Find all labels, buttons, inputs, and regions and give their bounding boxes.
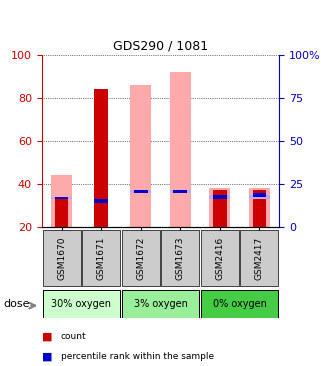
FancyBboxPatch shape <box>122 290 199 318</box>
Bar <box>210 188 230 227</box>
Bar <box>134 190 148 193</box>
FancyBboxPatch shape <box>42 230 81 286</box>
FancyBboxPatch shape <box>201 230 239 286</box>
Text: 3% oxygen: 3% oxygen <box>134 299 187 309</box>
Text: GSM2417: GSM2417 <box>255 236 264 280</box>
Bar <box>249 188 270 227</box>
Bar <box>55 197 68 199</box>
Text: percentile rank within the sample: percentile rank within the sample <box>61 352 214 361</box>
Text: ■: ■ <box>42 352 52 362</box>
Text: GSM1673: GSM1673 <box>176 236 185 280</box>
Bar <box>170 72 191 227</box>
Bar <box>253 193 266 197</box>
Bar <box>213 195 227 199</box>
Bar <box>94 199 108 203</box>
Text: dose: dose <box>3 299 30 309</box>
Text: 0% oxygen: 0% oxygen <box>213 299 267 309</box>
Bar <box>170 190 191 193</box>
Bar <box>130 190 151 193</box>
Bar <box>253 190 266 227</box>
FancyBboxPatch shape <box>240 230 279 286</box>
Bar <box>213 190 227 227</box>
Text: GSM1672: GSM1672 <box>136 236 145 280</box>
Bar <box>94 89 108 227</box>
Text: ■: ■ <box>42 332 52 342</box>
FancyBboxPatch shape <box>122 230 160 286</box>
Bar <box>51 175 72 227</box>
Text: GSM1670: GSM1670 <box>57 236 66 280</box>
Bar <box>51 197 72 199</box>
Text: GSM2416: GSM2416 <box>215 236 224 280</box>
Bar <box>130 85 151 227</box>
Title: GDS290 / 1081: GDS290 / 1081 <box>113 39 208 52</box>
FancyBboxPatch shape <box>42 290 120 318</box>
Bar <box>55 199 68 227</box>
Bar <box>173 190 187 193</box>
FancyBboxPatch shape <box>82 230 120 286</box>
Text: GSM1671: GSM1671 <box>97 236 106 280</box>
Bar <box>210 195 230 199</box>
Text: 30% oxygen: 30% oxygen <box>51 299 111 309</box>
FancyBboxPatch shape <box>161 230 199 286</box>
FancyBboxPatch shape <box>201 290 279 318</box>
Bar <box>249 195 270 199</box>
Text: count: count <box>61 332 87 341</box>
